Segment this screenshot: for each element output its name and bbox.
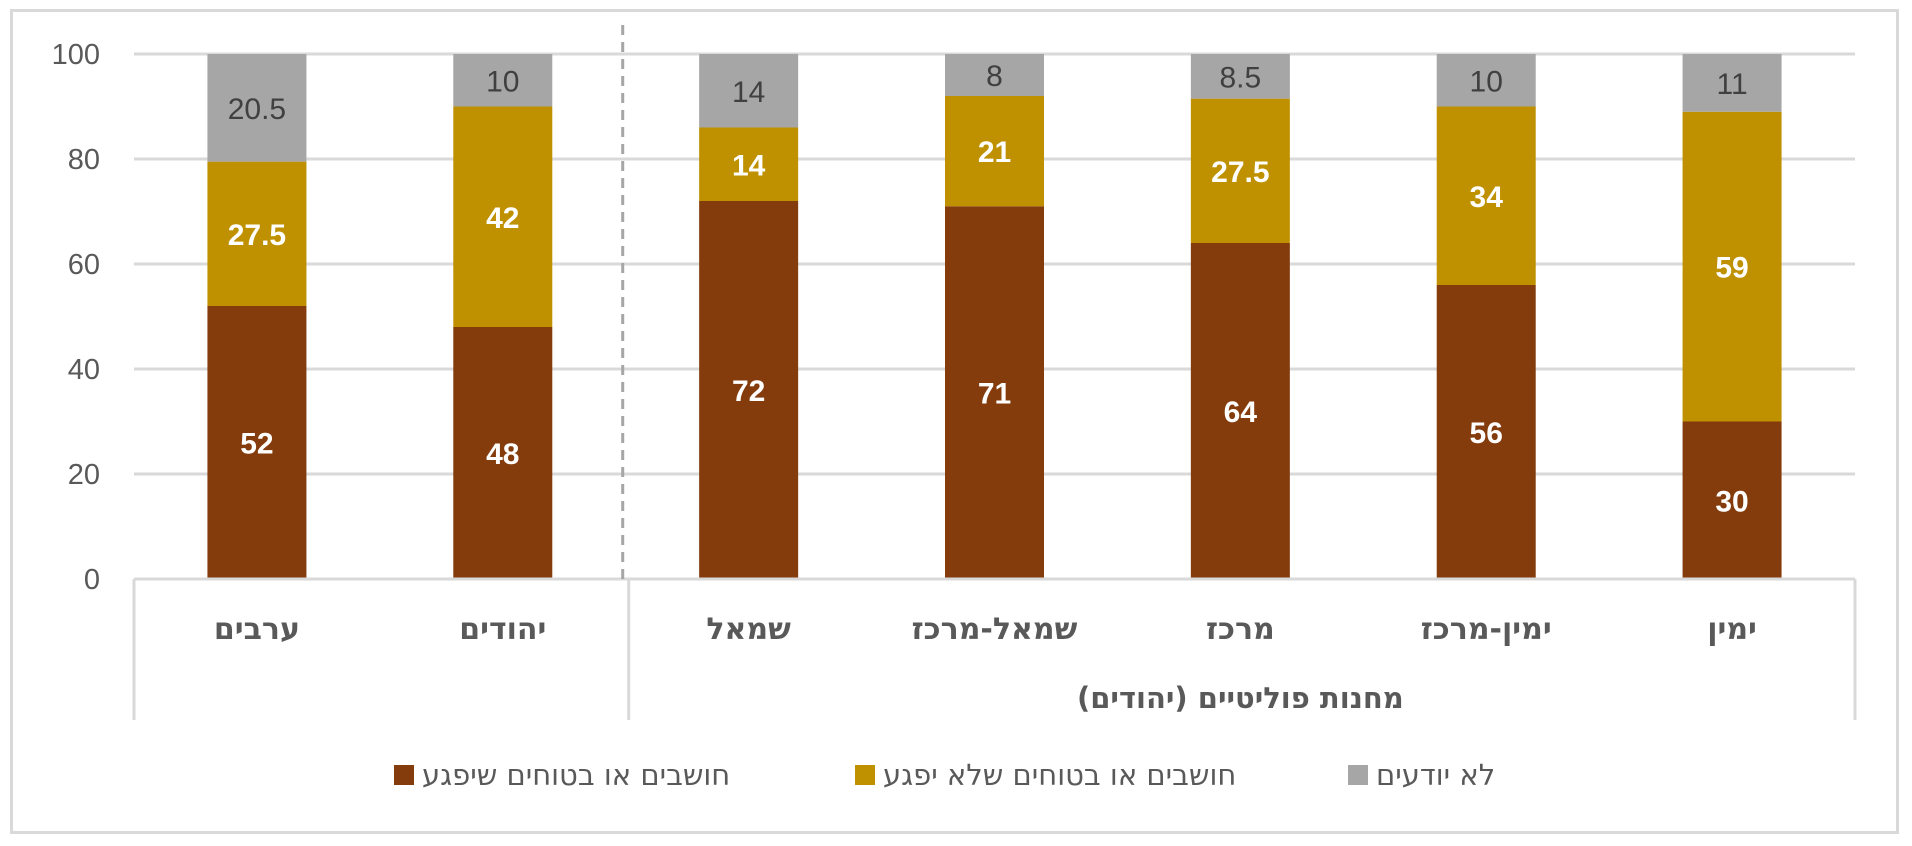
bar-segment	[699, 127, 799, 201]
legend-label: חושבים או בטוחים שיפגע	[422, 758, 730, 792]
x-axis: ערבים יהודים שמאל שמאל-מרכז מרכז ימין-מרכז ימי…	[132, 25, 1857, 720]
bar-segment	[1190, 54, 1290, 99]
data-label: 52	[240, 428, 273, 461]
group-label: מחנות פוליטיים (יהודים)	[1077, 681, 1404, 715]
bar-segment	[1682, 421, 1782, 579]
data-label: 20.5	[228, 93, 286, 126]
bar-segment	[453, 54, 553, 107]
bar-segment	[945, 206, 1044, 579]
y-tick-label: 40	[68, 354, 100, 386]
bar-segment	[1436, 285, 1536, 579]
bar-segment	[453, 327, 553, 579]
bar-segment	[1436, 106, 1536, 285]
data-label: 48	[486, 438, 519, 471]
data-label: 10	[486, 65, 519, 98]
bar-segment	[699, 54, 799, 128]
bar-segment	[699, 201, 799, 579]
y-tick-label: 0	[84, 564, 100, 596]
category-label: שמאל-מרכז	[912, 612, 1078, 647]
data-label: 14	[732, 76, 765, 109]
y-axis: 0 20 40 60 80 100	[52, 39, 100, 596]
legend-swatch	[1348, 765, 1368, 785]
category-label: מרכז	[1206, 612, 1275, 647]
data-label: 59	[1715, 252, 1748, 285]
data-labels: 52 27.5 20.5 48 42 10 72 14 14 71 21 8 64 27.5 8.5 56 34…	[228, 60, 1749, 518]
data-label: 21	[978, 136, 1011, 169]
bar-segment	[945, 96, 1044, 207]
bar-segment	[207, 161, 307, 306]
bar-segment	[1190, 98, 1290, 243]
legend-swatch	[855, 765, 875, 785]
category-label: ימין	[1707, 612, 1757, 647]
data-label: 8.5	[1219, 61, 1261, 94]
bar-segment	[1682, 111, 1782, 422]
y-tick-label: 20	[68, 459, 100, 491]
bar-segment	[945, 54, 1044, 96]
data-label: 42	[486, 202, 519, 235]
legend-label: לא יודעים	[1376, 758, 1495, 792]
data-label: 27.5	[1211, 156, 1269, 189]
data-label: 8	[986, 60, 1003, 93]
bar-segment	[1190, 243, 1290, 579]
bar-segment	[1436, 54, 1536, 107]
data-label: 14	[732, 149, 766, 182]
bars	[207, 54, 1782, 579]
bar-segment	[207, 306, 307, 579]
bar-segment	[1682, 54, 1782, 112]
data-label: 34	[1470, 181, 1504, 214]
data-label: 30	[1715, 485, 1748, 518]
legend: חושבים או בטוחים שיפגע חושבים או בטוחים ש…	[394, 758, 1495, 792]
category-label: ימין-מרכז	[1421, 612, 1552, 647]
data-label: 27.5	[228, 219, 286, 252]
legend-label: חושבים או בטוחים שלא יפגע	[883, 758, 1236, 792]
bar-segment	[453, 106, 553, 327]
data-label: 71	[978, 378, 1011, 411]
data-label: 11	[1716, 68, 1747, 101]
data-label: 64	[1224, 396, 1258, 429]
category-label: ערבים	[214, 612, 300, 647]
data-label: 10	[1470, 65, 1503, 98]
category-label: יהודים	[459, 612, 546, 647]
bar-segment	[207, 54, 307, 162]
y-tick-label: 60	[68, 249, 100, 281]
legend-swatch	[394, 765, 414, 785]
y-tick-label: 100	[52, 39, 100, 71]
data-label: 72	[732, 375, 765, 408]
y-tick-label: 80	[68, 144, 100, 176]
data-label: 56	[1470, 417, 1503, 450]
category-label: שמאל	[706, 612, 791, 647]
